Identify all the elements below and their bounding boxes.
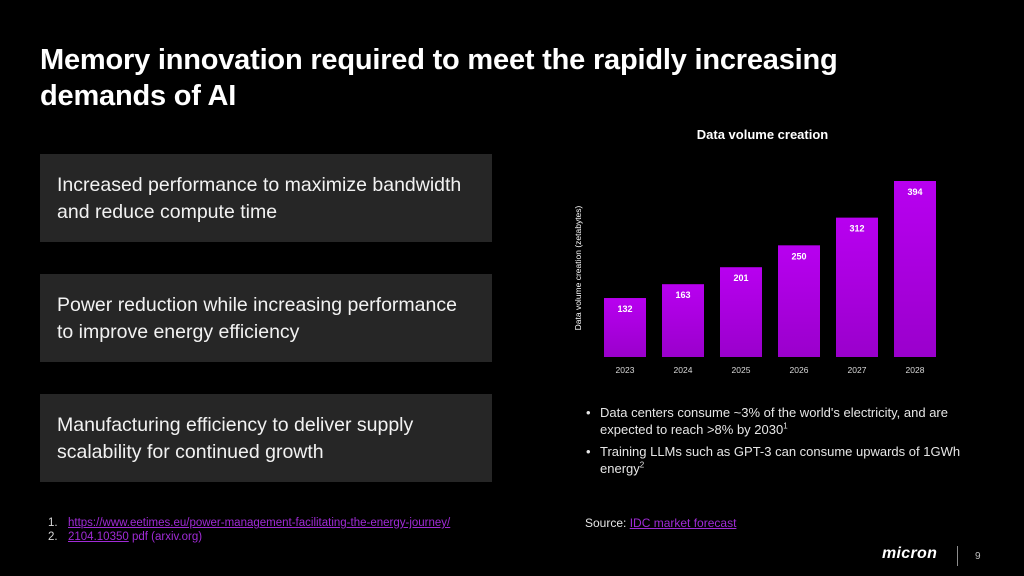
footer-divider — [957, 546, 958, 566]
data-label-2028: 394 — [907, 187, 922, 197]
reference-link-2[interactable]: 2104.10350 — [68, 531, 129, 543]
x-tick-label-2023: 2023 — [616, 365, 635, 375]
x-tick-label-2025: 2025 — [732, 365, 751, 375]
x-tick-label-2028: 2028 — [906, 365, 925, 375]
bar-chart: Data volume creation (zetabytes) 132 2023… — [573, 181, 936, 375]
bullet-item: Training LLMs such as GPT-3 can consume … — [585, 443, 965, 477]
data-label-2025: 201 — [733, 273, 748, 283]
data-label-2024: 163 — [675, 290, 690, 300]
source-note: Source: IDC market forecast — [585, 516, 736, 530]
data-label-2026: 250 — [791, 251, 806, 261]
bar-2025 — [720, 267, 762, 357]
footnote-marker: 1 — [783, 421, 788, 431]
chart-title: Data volume creation — [696, 127, 829, 142]
bar-2026 — [778, 245, 820, 357]
x-tick-label-2026: 2026 — [790, 365, 809, 375]
bullet-list: Data centers consume ~3% of the world's … — [585, 404, 965, 482]
x-tick-label-2027: 2027 — [848, 365, 867, 375]
footnote-marker: 2 — [639, 460, 645, 470]
reference-item: 2. 2104.10350 pdf (arxiv.org) — [48, 531, 203, 543]
feature-card-performance: Increased performance to maximize bandwi… — [40, 154, 492, 242]
bar-2028 — [894, 181, 936, 357]
slide-title: Memory innovation required to meet the r… — [40, 44, 838, 112]
source-link[interactable]: IDC market forecast — [629, 516, 737, 530]
bar-2024 — [662, 284, 704, 357]
feature-card-power: Power reduction while increasing perform… — [40, 274, 492, 362]
x-tick-label-2024: 2024 — [674, 365, 693, 375]
reference-link-1[interactable]: https://www.eetimes.eu/power-management-… — [68, 517, 451, 529]
bar-2027 — [836, 217, 878, 357]
references: 1. https://www.eetimes.eu/power-manageme… — [48, 516, 450, 544]
data-label-2027: 312 — [849, 224, 864, 234]
source-label: Source: — [585, 516, 630, 530]
micron-logo: micron — [882, 545, 938, 562]
y-axis-label: Data volume creation (zetabytes) — [573, 205, 583, 330]
data-label-2023: 132 — [617, 304, 632, 314]
bar-2023 — [604, 298, 646, 357]
feature-card-manufacturing: Manufacturing efficiency to deliver supp… — [40, 394, 492, 482]
reference-item: 1. https://www.eetimes.eu/power-manageme… — [48, 517, 451, 529]
page-number: 9 — [975, 551, 981, 562]
bullet-item: Data centers consume ~3% of the world's … — [585, 404, 965, 438]
